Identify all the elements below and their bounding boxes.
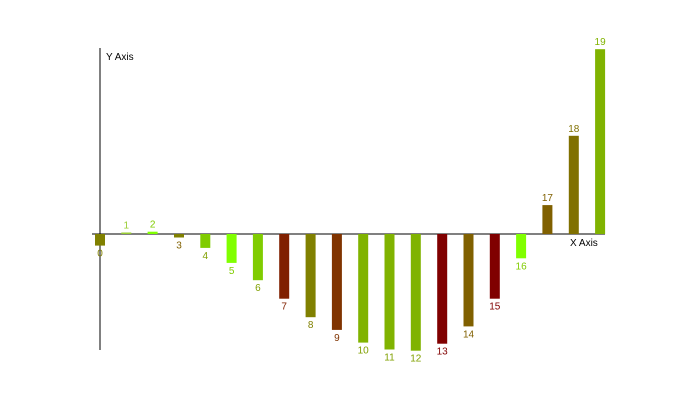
bar-label-11: 11	[384, 353, 395, 364]
bar-label-15: 15	[489, 302, 501, 313]
bar-19	[595, 49, 606, 235]
bar-label-19: 19	[595, 37, 607, 48]
bar-5	[226, 234, 237, 263]
bar-0	[95, 234, 105, 246]
bar-label-9: 9	[334, 333, 340, 344]
bar-label-16: 16	[516, 261, 528, 272]
bar-17	[542, 205, 553, 234]
bar-14	[463, 234, 474, 327]
bar-10	[358, 234, 369, 343]
bar-label-10: 10	[358, 346, 370, 357]
bar-18	[568, 135, 579, 234]
bar-7	[279, 234, 290, 299]
bar-label-14: 14	[463, 329, 475, 340]
bar-16	[516, 234, 527, 259]
bar-2	[147, 231, 158, 234]
bar-label-5: 5	[229, 266, 235, 277]
bar-12	[410, 234, 421, 351]
bar-15	[489, 234, 500, 299]
bar-label-12: 12	[410, 354, 422, 365]
y-axis-title: Y Axis	[106, 52, 134, 63]
bar-3	[174, 234, 184, 238]
bar-label-6: 6	[255, 283, 261, 294]
bar-label-18: 18	[568, 124, 580, 135]
bar-label-1: 1	[124, 221, 130, 232]
bar-8	[305, 234, 316, 318]
bar-6	[252, 234, 263, 281]
bar-label-0: 0	[97, 249, 103, 260]
bar-4	[200, 234, 211, 248]
bar-label-7: 7	[281, 302, 287, 313]
bar-11	[384, 234, 395, 350]
bar-label-8: 8	[308, 320, 314, 331]
bar-label-17: 17	[542, 193, 554, 204]
bar-13	[437, 234, 448, 344]
bar-label-4: 4	[203, 251, 209, 262]
bar-1	[121, 232, 132, 234]
bar-label-13: 13	[437, 347, 449, 358]
bar-label-2: 2	[150, 220, 156, 231]
bar-9	[331, 234, 342, 330]
bar-label-3: 3	[176, 241, 182, 252]
x-axis-title: X Axis	[570, 238, 598, 249]
